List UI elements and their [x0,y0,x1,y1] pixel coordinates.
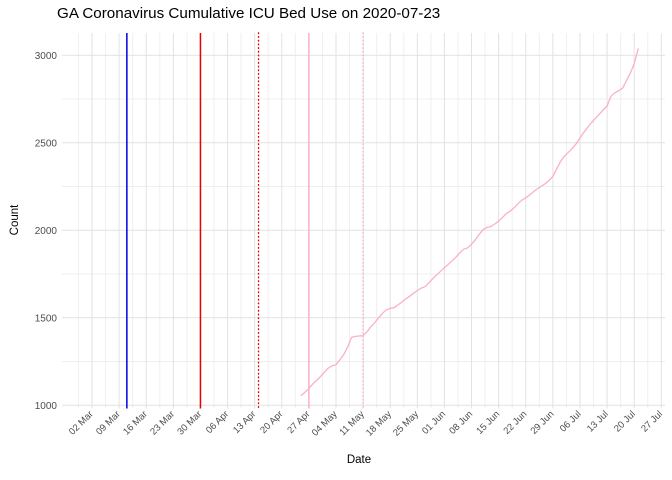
x-tick-label: 25 May [391,409,421,439]
x-tick-label: 16 Mar [121,409,150,438]
x-tick-label: 08 Jun [447,409,475,437]
x-tick-label: 15 Jun [474,409,502,437]
x-tick-label: 30 Mar [175,409,204,438]
y-tick-label: 2500 [35,138,58,149]
x-tick-label: 27 Apr [285,409,312,436]
x-tick-label: 02 Mar [67,409,96,438]
x-tick-label: 13 Apr [231,409,258,436]
x-tick-label: 06 Jul [558,409,584,435]
y-tick-label: 3000 [35,51,58,62]
x-tick-label: 13 Jul [585,409,611,435]
x-tick-label: 01 Jun [420,409,448,437]
x-tick-label: 29 Jun [529,409,557,437]
x-tick-label: 27 Jul [639,409,665,435]
series [300,48,639,397]
x-tick-label: 04 May [310,409,340,439]
y-tick-label: 2000 [35,226,58,237]
x-tick-label: 06 Apr [204,409,231,436]
event-vlines [126,32,364,410]
chart-title: GA Coronavirus Cumulative ICU Bed Use on… [57,5,441,22]
y-tick-labels: 1000 1500 2000 2500 3000 [35,51,58,412]
x-tick-label: 20 Apr [258,409,285,436]
x-tick-label: 18 May [364,409,394,439]
x-axis-title: Date [346,454,372,466]
x-tick-label: 20 Jul [612,409,638,435]
y-tick-label: 1500 [35,313,58,324]
y-tick-label: 1000 [35,401,58,412]
y-axis-title: Count [9,204,21,236]
cumulative-icu-bed-use-line [300,48,639,397]
x-tick-label: 11 May [337,409,366,438]
x-tick-label: 09 Mar [94,409,123,438]
x-tick-label: 23 Mar [148,409,177,438]
x-tick-label: 22 Jun [501,409,529,437]
